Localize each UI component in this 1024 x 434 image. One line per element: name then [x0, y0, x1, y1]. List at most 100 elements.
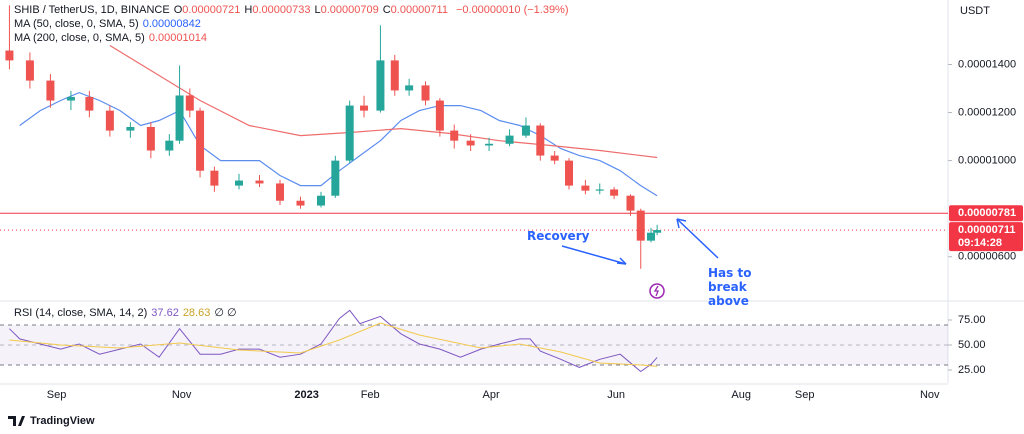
candle-body [390, 60, 399, 91]
ohlc-label: O [173, 4, 183, 16]
ma-line [19, 91, 658, 197]
candle-body [5, 50, 14, 61]
rsi-line [9, 322, 658, 367]
ma-name: MA (50, close, 0, SMA, 5) [14, 18, 139, 30]
y-tick-label: 0.00001200 [958, 106, 1016, 118]
rsi-tick-label: 25.00 [958, 364, 986, 376]
arrow [561, 245, 627, 265]
rsi-sma-value: 28.63 [182, 307, 211, 319]
candle-body [196, 110, 205, 171]
candle-body [185, 95, 194, 111]
brand: TradingView [30, 415, 95, 427]
candle-body [565, 160, 574, 186]
candle-body [646, 232, 655, 241]
legend-main: SHIB / TetherUS, 1D, BINANCE O0.00000721 H… [14, 3, 573, 17]
candle-body [421, 85, 430, 101]
candle-body [345, 105, 354, 161]
candle-body [595, 189, 604, 191]
candle-body [175, 95, 184, 141]
candle-body [435, 100, 444, 131]
rsi-line [9, 309, 658, 373]
ohlc-value: 0.00000733 [252, 4, 311, 16]
arrow-head [616, 257, 627, 265]
arrow-head [676, 218, 687, 229]
ohlc-value: 0.00000709 [320, 4, 379, 16]
candle-body [626, 195, 635, 211]
candle-body [126, 126, 135, 131]
candle-body [536, 125, 545, 156]
candle-body [331, 160, 340, 196]
candle-body [165, 140, 174, 151]
candle-body [521, 125, 530, 136]
legend-ma50: MA (50, close, 0, SMA, 5) 0.00000842 [14, 17, 205, 31]
x-tick-label: Sep [47, 389, 67, 401]
price-label: 09:14:28 [958, 237, 1002, 249]
price-box [949, 222, 1023, 252]
price-label: 0.00000711 [958, 224, 1016, 236]
x-tick-label: 2023 [294, 389, 318, 401]
candle-body [653, 230, 662, 233]
change: −0.00000010 (−1.39%) [455, 4, 569, 16]
level-box [949, 205, 1023, 222]
event-icon-bolt [653, 285, 659, 297]
candle-body [296, 200, 305, 206]
candle-body [234, 180, 243, 186]
x-tick-label: Nov [920, 389, 940, 401]
candle-body [610, 189, 619, 196]
annotation: Recovery [527, 229, 590, 243]
candle-body [360, 105, 369, 111]
candle-body [66, 96, 75, 101]
logo [8, 416, 25, 426]
ma-name: MA (200, close, 0, SMA, 5) [14, 32, 145, 44]
candle-body [581, 185, 590, 191]
candle-body [105, 110, 114, 131]
legend-rsi: RSI (14, close, SMA, 14, 2) 37.62 28.63 ∅ ∅ [14, 306, 241, 320]
x-tick-label: Aug [731, 389, 751, 401]
rsi-tick-label: 50.00 [958, 339, 986, 351]
ma-value: 0.00000842 [142, 18, 201, 30]
candle-body [450, 130, 459, 141]
rsi-value: 37.62 [151, 307, 179, 319]
arrow [676, 218, 719, 259]
candle-body [376, 60, 385, 111]
candle-body [405, 85, 414, 91]
rsi-extra: ∅ ∅ [214, 307, 237, 319]
candle-body [85, 96, 94, 111]
ohlc: O0.00000721 H0.00000733 L0.00000709 C0.0000… [174, 4, 452, 16]
candle-body [316, 195, 325, 206]
candle-body [255, 180, 264, 184]
x-tick-label: Jun [607, 389, 625, 401]
ma-value: 0.00001014 [148, 32, 207, 44]
candle-body [146, 126, 155, 151]
candle-body [485, 143, 494, 146]
candle-body [550, 155, 559, 161]
candle-body [46, 80, 55, 101]
y-tick-label: 0.00001400 [958, 58, 1016, 70]
legend-ma200: MA (200, close, 0, SMA, 5) 0.00001014 [14, 31, 211, 45]
rsi-tick-label: 75.00 [958, 314, 986, 326]
candle-body [210, 170, 219, 186]
candle-body [505, 135, 514, 144]
ohlc-value: 0.00000711 [390, 4, 448, 16]
candle-body [636, 210, 645, 241]
title: SHIB / TetherUS, 1D, BINANCE [14, 4, 170, 16]
annotation: Has to break above [708, 266, 752, 308]
ohlc-label: H [244, 4, 253, 16]
level-label: 0.00000781 [958, 207, 1016, 219]
ohlc-label: C [382, 4, 391, 16]
currency: USDT [960, 5, 990, 17]
x-tick-label: Nov [172, 389, 192, 401]
ohlc-label: L [314, 4, 321, 16]
y-tick-label: 0.00000600 [958, 251, 1016, 263]
rsi-title: RSI (14, close, SMA, 14, 2) [14, 307, 148, 319]
candle-body [275, 183, 284, 201]
y-tick-label: 0.00001000 [958, 155, 1016, 167]
candle-body [466, 140, 475, 146]
ohlc-value: 0.00000721 [182, 4, 241, 16]
x-tick-label: Feb [361, 389, 380, 401]
x-tick-label: Apr [483, 389, 500, 401]
x-tick-label: Sep [795, 389, 815, 401]
